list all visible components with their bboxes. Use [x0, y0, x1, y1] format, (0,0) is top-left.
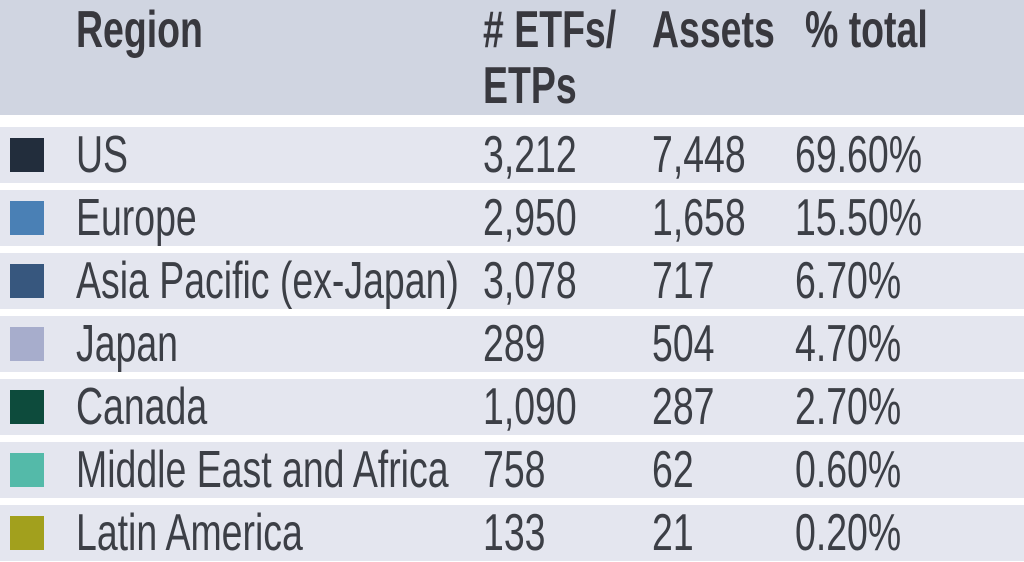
legend-swatch-middle-east-africa	[10, 453, 44, 487]
region-name: Middle East and Africa	[76, 441, 449, 499]
assets-value: 7,448	[652, 126, 746, 184]
etf-count: 3,212	[483, 126, 577, 184]
pct-total-value: 4.70%	[795, 315, 902, 373]
table-row-europe: Europe 2,950 1,658 15.50%	[0, 190, 1024, 246]
legend-swatch-latin-america	[10, 516, 44, 550]
table-row-middle-east-africa: Middle East and Africa 758 62 0.60%	[0, 442, 1024, 498]
etf-count: 2,950	[483, 189, 577, 247]
column-header-region: Region	[76, 1, 203, 59]
pct-total-value: 6.70%	[795, 252, 902, 310]
assets-value: 21	[652, 504, 694, 562]
column-header-assets: Assets	[652, 1, 775, 59]
table-row-canada: Canada 1,090 287 2.70%	[0, 379, 1024, 435]
assets-value: 1,658	[652, 189, 746, 247]
pct-total-value: 15.50%	[795, 189, 922, 247]
etf-count: 1,090	[483, 378, 577, 436]
table-header: Region # ETFs/ETPs Assets % total	[0, 0, 1024, 115]
table-row-japan: Japan 289 504 4.70%	[0, 316, 1024, 372]
legend-swatch-europe	[10, 201, 44, 235]
legend-swatch-us	[10, 138, 44, 172]
region-name: Japan	[76, 315, 179, 373]
column-header-etfs-etps: # ETFs/ETPs	[483, 1, 617, 115]
region-name: Europe	[76, 189, 197, 247]
pct-total-value: 69.60%	[795, 126, 922, 184]
etf-count: 133	[483, 504, 546, 562]
assets-value: 62	[652, 441, 694, 499]
pct-total-value: 0.20%	[795, 504, 902, 562]
legend-swatch-asia-pacific	[10, 264, 44, 298]
region-name: US	[76, 126, 129, 184]
assets-value: 287	[652, 378, 715, 436]
region-name: Asia Pacific (ex-Japan)	[76, 252, 459, 310]
pct-total-value: 0.60%	[795, 441, 902, 499]
etf-count: 289	[483, 315, 546, 373]
column-header-pct-total: % total	[805, 1, 928, 59]
region-name: Latin America	[76, 504, 303, 562]
etf-count: 758	[483, 441, 546, 499]
assets-value: 504	[652, 315, 715, 373]
legend-swatch-japan	[10, 327, 44, 361]
table-row-us: US 3,212 7,448 69.60%	[0, 127, 1024, 183]
pct-total-value: 2.70%	[795, 378, 902, 436]
table-row-latin-america: Latin America 133 21 0.20%	[0, 505, 1024, 561]
assets-value: 717	[652, 252, 715, 310]
legend-swatch-canada	[10, 390, 44, 424]
etf-count: 3,078	[483, 252, 577, 310]
table-row-asia-pacific: Asia Pacific (ex-Japan) 3,078 717 6.70%	[0, 253, 1024, 309]
region-name: Canada	[76, 378, 208, 436]
